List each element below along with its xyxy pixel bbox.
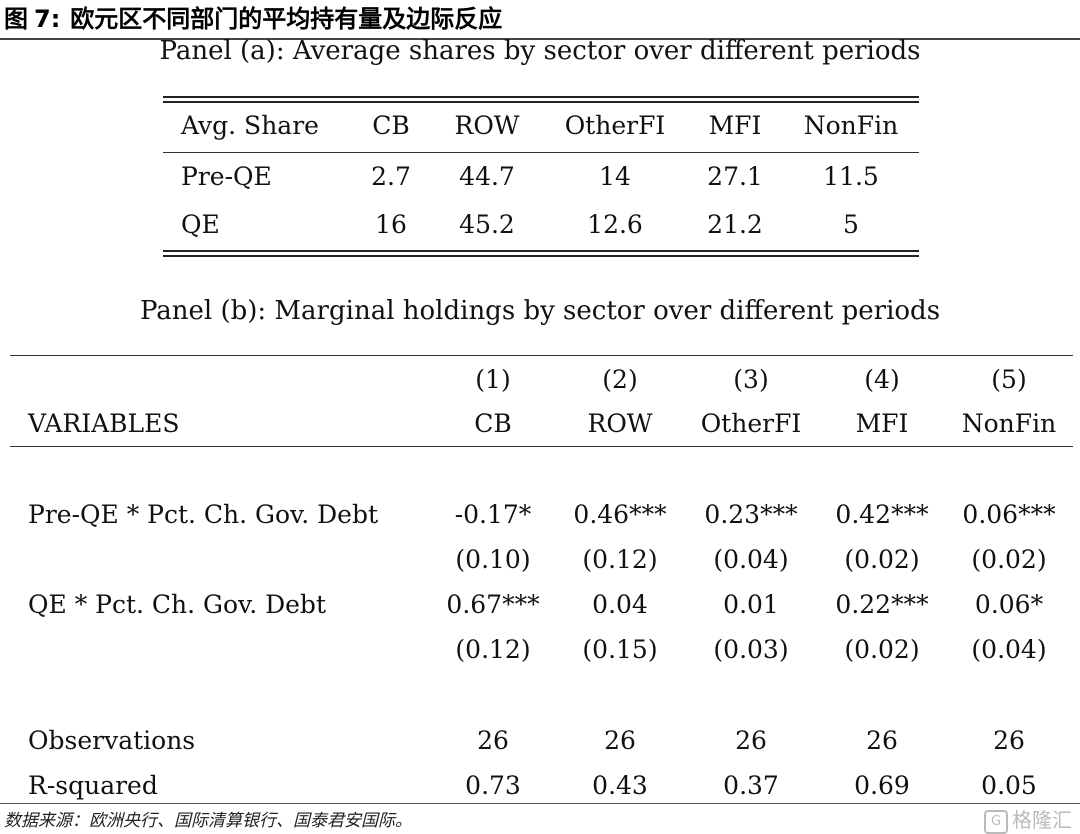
- panel-b-header-rule: [10, 446, 1073, 447]
- panel-a-cell: Pre-QE: [181, 162, 272, 191]
- panel-b-column-number: (4): [864, 365, 900, 394]
- panel-b-cell: 0.46***: [573, 500, 667, 529]
- panel-b-header-cell: OtherFI: [700, 409, 802, 438]
- panel-b-title: Panel (b): Marginal holdings by sector o…: [139, 296, 941, 326]
- source-note: 数据来源：欧洲央行、国际清算银行、国泰君安国际。: [4, 811, 412, 831]
- panel-b-header-cell: CB: [474, 409, 512, 438]
- figure-number: 7:: [34, 5, 61, 33]
- panel-a-cell: 45.2: [459, 210, 515, 239]
- panel-b-cell: 0.04: [592, 590, 648, 619]
- panel-b-cell: (0.03): [713, 635, 789, 664]
- panel-b-cell: 26: [604, 726, 636, 755]
- panel-b-cell: 26: [477, 726, 509, 755]
- panel-b-row-label: Pre-QE * Pct. Ch. Gov. Debt: [28, 500, 378, 529]
- panel-b-cell: 0.05: [981, 771, 1037, 800]
- panel-a-cell: QE: [181, 210, 220, 239]
- panel-a-bottom-rule: [163, 250, 919, 252]
- panel-a-cell: 5: [843, 210, 859, 239]
- panel-a-header-cell: OtherFI: [564, 111, 666, 140]
- panel-b-cell: 0.06***: [962, 500, 1056, 529]
- panel-a-cell: 44.7: [459, 162, 515, 191]
- panel-a-bottom-rule-2: [163, 255, 919, 257]
- panel-b-cell: 0.06*: [974, 590, 1044, 619]
- panel-a-cell: 2.7: [371, 162, 411, 191]
- panel-b-cell: (0.04): [971, 635, 1047, 664]
- panel-b-cell: (0.15): [582, 635, 658, 664]
- panel-b-cell: (0.02): [971, 545, 1047, 574]
- panel-b-cell: (0.02): [844, 635, 920, 664]
- figure-title: 图 7: 欧元区不同部门的平均持有量及边际反应: [4, 2, 502, 36]
- panel-b-cell: 0.43: [592, 771, 648, 800]
- panel-a-header-cell: NonFin: [803, 111, 899, 140]
- panel-b-column-number: (5): [991, 365, 1027, 394]
- panel-b-header-cell: VARIABLES: [28, 409, 180, 438]
- panel-b-row-label: Observations: [28, 726, 196, 755]
- panel-b-cell: -0.17*: [454, 500, 532, 529]
- panel-a-cell: 27.1: [707, 162, 763, 191]
- watermark: G 格隆汇: [984, 804, 1072, 834]
- panel-b-column-number: (1): [475, 365, 511, 394]
- panel-a-title: Panel (a): Average shares by sector over…: [159, 36, 921, 66]
- panel-b-cell: (0.10): [455, 545, 531, 574]
- watermark-text: 格隆汇: [1012, 808, 1072, 832]
- panel-a-cell: 21.2: [707, 210, 763, 239]
- watermark-logo-icon: G: [984, 809, 1008, 834]
- panel-b-cell: 0.67***: [446, 590, 540, 619]
- panel-b-header-cell: ROW: [587, 409, 653, 438]
- panel-b-cell: 26: [993, 726, 1025, 755]
- panel-a-cell: 14: [599, 162, 631, 191]
- panel-a-header-cell: ROW: [454, 111, 520, 140]
- panel-b-header-cell: NonFin: [961, 409, 1057, 438]
- panel-b-cell: 0.73: [465, 771, 521, 800]
- panel-b-cell: (0.12): [455, 635, 531, 664]
- panel-a-header-rule: [163, 152, 919, 153]
- panel-b-cell: 0.01: [723, 590, 779, 619]
- panel-b-cell: 26: [866, 726, 898, 755]
- panel-b-cell: 0.37: [723, 771, 779, 800]
- panel-b-header-cell: MFI: [855, 409, 909, 438]
- panel-b-top-rule: [10, 355, 1073, 356]
- source-divider: [0, 803, 1080, 804]
- panel-a-cell: 12.6: [587, 210, 643, 239]
- panel-a-header-cell: CB: [372, 111, 410, 140]
- panel-b-row-label: R-squared: [28, 771, 158, 800]
- panel-b-cell: 0.69: [854, 771, 910, 800]
- panel-b-row-label: QE * Pct. Ch. Gov. Debt: [28, 590, 326, 619]
- panel-b-column-number: (2): [602, 365, 638, 394]
- panel-b-cell: (0.04): [713, 545, 789, 574]
- panel-b-cell: (0.02): [844, 545, 920, 574]
- panel-a-top-rule-2: [163, 101, 919, 103]
- panel-a-cell: 11.5: [823, 162, 879, 191]
- panel-a-header-cell: MFI: [708, 111, 762, 140]
- panel-a-top-rule: [163, 96, 919, 98]
- panel-b-cell: 0.22***: [835, 590, 929, 619]
- title-divider: [0, 38, 1080, 40]
- panel-b-cell: 0.42***: [835, 500, 929, 529]
- figure-title-text: 欧元区不同部门的平均持有量及边际反应: [70, 5, 503, 33]
- panel-a-header-cell: Avg. Share: [181, 111, 319, 140]
- panel-b-cell: (0.12): [582, 545, 658, 574]
- panel-b-column-number: (3): [733, 365, 769, 394]
- panel-b-cell: 26: [735, 726, 767, 755]
- panel-b-cell: 0.23***: [704, 500, 798, 529]
- figure-label: 图: [4, 5, 28, 33]
- panel-a-cell: 16: [375, 210, 407, 239]
